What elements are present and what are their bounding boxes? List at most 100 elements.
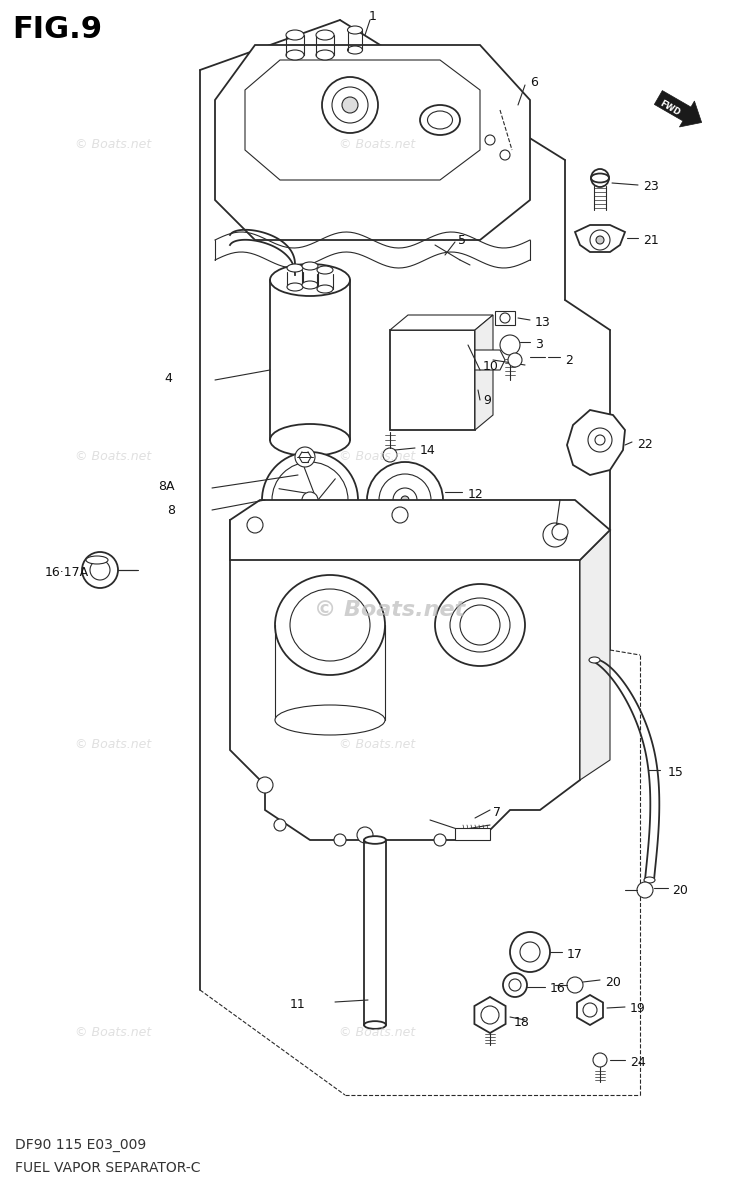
Text: 23: 23	[643, 180, 659, 193]
Circle shape	[342, 97, 358, 113]
Polygon shape	[245, 60, 480, 180]
Text: 20: 20	[605, 976, 621, 989]
Text: © Boats.net: © Boats.net	[340, 138, 415, 150]
Ellipse shape	[290, 589, 370, 661]
Ellipse shape	[270, 424, 350, 456]
Ellipse shape	[347, 26, 362, 34]
Circle shape	[596, 236, 604, 244]
Text: 19: 19	[630, 1002, 646, 1015]
Circle shape	[302, 492, 318, 508]
Circle shape	[583, 1003, 597, 1018]
Text: 24: 24	[630, 1056, 646, 1068]
Circle shape	[500, 150, 510, 160]
Circle shape	[591, 169, 609, 187]
Circle shape	[500, 313, 510, 323]
Polygon shape	[575, 226, 625, 252]
Ellipse shape	[316, 50, 334, 60]
Ellipse shape	[317, 284, 333, 293]
Bar	[495, 311, 515, 325]
Circle shape	[543, 523, 567, 547]
Circle shape	[567, 977, 583, 994]
Circle shape	[295, 446, 315, 467]
Text: 20: 20	[672, 883, 688, 896]
Ellipse shape	[420, 104, 460, 134]
Circle shape	[322, 77, 378, 133]
Text: 9: 9	[483, 394, 491, 407]
Ellipse shape	[286, 30, 304, 40]
Text: FUEL VAPOR SEPARATOR-C: FUEL VAPOR SEPARATOR-C	[15, 1162, 201, 1175]
Circle shape	[401, 496, 409, 504]
Text: 13: 13	[535, 316, 550, 329]
Text: 8A: 8A	[159, 480, 175, 493]
Ellipse shape	[286, 50, 304, 60]
Circle shape	[434, 834, 446, 846]
Circle shape	[485, 134, 495, 145]
Text: 22: 22	[637, 438, 653, 450]
Text: 10: 10	[483, 360, 499, 373]
Circle shape	[520, 942, 540, 962]
Circle shape	[590, 230, 610, 250]
Text: © Boats.net: © Boats.net	[76, 450, 151, 462]
Circle shape	[393, 488, 417, 512]
Text: 2: 2	[565, 354, 573, 366]
Text: © Boats.net: © Boats.net	[76, 138, 151, 150]
Circle shape	[247, 517, 263, 533]
Polygon shape	[475, 314, 493, 430]
Polygon shape	[474, 997, 506, 1033]
Circle shape	[367, 462, 443, 538]
Circle shape	[82, 552, 118, 588]
Ellipse shape	[316, 30, 334, 40]
Circle shape	[332, 86, 368, 122]
Text: 5: 5	[458, 234, 466, 246]
Circle shape	[274, 818, 286, 830]
Polygon shape	[567, 410, 625, 475]
Polygon shape	[655, 90, 701, 127]
Circle shape	[460, 605, 500, 646]
Polygon shape	[230, 500, 610, 560]
Polygon shape	[215, 44, 530, 240]
Polygon shape	[577, 995, 603, 1025]
Ellipse shape	[287, 283, 303, 290]
Text: 12: 12	[468, 487, 484, 500]
Circle shape	[637, 882, 653, 898]
Circle shape	[588, 428, 612, 452]
Circle shape	[334, 834, 346, 846]
Circle shape	[257, 778, 273, 793]
Text: FIG.9: FIG.9	[12, 16, 102, 44]
Text: 17: 17	[567, 948, 583, 960]
Circle shape	[593, 1054, 607, 1067]
Ellipse shape	[317, 266, 333, 274]
Text: © Boats.net: © Boats.net	[340, 450, 415, 462]
Text: 15: 15	[668, 766, 684, 779]
Circle shape	[595, 434, 605, 445]
Ellipse shape	[302, 262, 318, 270]
Ellipse shape	[644, 877, 655, 883]
Circle shape	[357, 827, 373, 842]
Text: 14: 14	[420, 444, 436, 456]
Circle shape	[500, 335, 520, 355]
Polygon shape	[390, 314, 493, 330]
Ellipse shape	[591, 174, 609, 182]
Text: FWD: FWD	[658, 98, 682, 118]
Polygon shape	[580, 530, 610, 780]
Text: 11: 11	[289, 997, 305, 1010]
Text: 21: 21	[643, 234, 659, 246]
Ellipse shape	[364, 1021, 386, 1028]
Polygon shape	[475, 350, 505, 370]
Text: © Boats.net: © Boats.net	[340, 738, 415, 750]
Ellipse shape	[302, 281, 318, 289]
Ellipse shape	[347, 46, 362, 54]
Circle shape	[262, 452, 358, 548]
Circle shape	[383, 448, 397, 462]
Text: © Boats.net: © Boats.net	[314, 600, 466, 620]
Text: 3: 3	[535, 338, 543, 352]
Ellipse shape	[270, 264, 350, 296]
Ellipse shape	[86, 556, 108, 564]
Text: DF90 115 E03_009: DF90 115 E03_009	[15, 1138, 146, 1152]
Polygon shape	[230, 520, 580, 840]
Text: 6: 6	[530, 76, 538, 89]
Text: 16: 16	[550, 983, 565, 996]
Text: 18: 18	[514, 1016, 530, 1030]
Circle shape	[508, 353, 522, 367]
Text: © Boats.net: © Boats.net	[340, 1026, 415, 1038]
